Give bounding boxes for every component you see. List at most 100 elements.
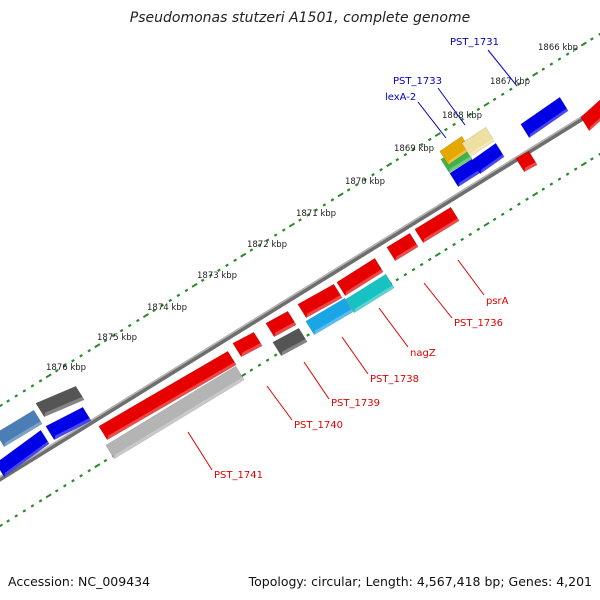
tick-mark	[379, 168, 383, 172]
tick-mark	[427, 137, 432, 142]
tick-mark	[71, 359, 75, 363]
gene-label-pst-1741[interactable]: PST_1741	[214, 470, 263, 481]
gene-label-pst-1731[interactable]: PST_1731	[450, 37, 499, 48]
tick-mark	[434, 132, 441, 137]
tick-mark	[79, 474, 83, 478]
leader-line	[187, 431, 213, 471]
gene-label-pst-1733[interactable]: PST_1733	[393, 76, 442, 87]
gene-label-lexa-2[interactable]: lexA-2	[385, 92, 416, 103]
tick-mark	[371, 173, 375, 177]
tick-mark	[403, 272, 408, 277]
tick-mark	[532, 191, 539, 197]
gene-label-nagz[interactable]: nagZ	[410, 348, 436, 359]
gene-block-small	[515, 150, 538, 173]
gene-block-small-shine	[524, 160, 539, 172]
tick-mark	[94, 463, 101, 469]
gene-block-pst-1733	[449, 158, 481, 188]
tick-mark	[337, 192, 344, 198]
ruler-label: 1866 kbp	[538, 43, 578, 53]
gene-block-left-blue2-shine	[4, 439, 51, 477]
genome-info-text: Topology: circular; Length: 4,567,418 bp…	[248, 574, 592, 589]
gene-block-lexa-2-green-shine	[449, 154, 474, 173]
tick-mark	[184, 288, 189, 293]
gene-block-pst-1740	[232, 331, 263, 358]
tick-mark	[468, 232, 473, 237]
tick-mark	[565, 172, 570, 176]
ruler-label: 1870 kbp	[345, 177, 385, 187]
tick-mark	[598, 152, 600, 156]
tick-mark	[395, 157, 400, 162]
gene-block-edge-shine	[589, 117, 600, 131]
tick-mark	[444, 247, 448, 252]
tick-mark	[580, 41, 587, 47]
tick-mark	[354, 183, 359, 187]
tick-mark	[549, 182, 554, 186]
tick-mark	[22, 509, 27, 513]
tick-mark	[14, 394, 19, 398]
tick-mark	[573, 167, 578, 171]
tick-mark	[427, 257, 432, 262]
tick-mark	[225, 263, 229, 267]
gene-block-pst-1738-shine	[306, 293, 344, 318]
tick-mark	[30, 504, 35, 508]
gene-block-nagz	[336, 257, 384, 297]
tick-mark	[483, 101, 490, 107]
outer-tick-track	[0, 32, 600, 408]
tick-mark	[298, 218, 302, 222]
gene-label-pst-1740[interactable]: PST_1740	[294, 420, 343, 431]
tick-mark	[257, 363, 262, 367]
gene-block-nagz-shadow-shine	[354, 283, 396, 313]
ruler-label: 1869 kbp	[394, 144, 434, 154]
gene-block-pst-1731-shine	[529, 106, 570, 138]
tick-mark	[532, 71, 539, 77]
gene-labels: PST_1731 PST_1733 lexA-2 psrA PST_1736 n…	[214, 37, 509, 481]
tick-mark	[500, 212, 505, 217]
tick-mark	[590, 37, 594, 41]
tick-mark	[54, 489, 59, 493]
tick-mark	[273, 233, 278, 237]
tick-mark	[249, 248, 254, 252]
leader-line	[437, 87, 466, 126]
gene-block-lexa-2-shine	[480, 152, 506, 174]
leader-line	[266, 385, 293, 421]
gene-block-left-steel-shine	[4, 419, 44, 447]
tick-mark	[87, 468, 92, 473]
gene-block-lexa-2-orange-shine	[448, 145, 472, 165]
tick-mark	[127, 323, 132, 328]
tick-mark	[111, 333, 116, 338]
tick-mark	[492, 217, 497, 222]
tick-mark	[363, 178, 367, 182]
tick-mark	[322, 203, 327, 207]
tick-mark	[265, 358, 270, 362]
gene-label-pst-1738[interactable]: PST_1738	[370, 374, 419, 385]
tick-mark	[476, 227, 481, 232]
gene-block-lexa-2-pale-shine	[470, 136, 496, 157]
tick-mark	[330, 198, 335, 202]
gene-label-pst-1739[interactable]: PST_1739	[331, 398, 380, 409]
ruler-label: 1867 kbp	[490, 77, 530, 87]
gene-block-pst-1736-shine	[395, 242, 420, 261]
map-title: Pseudomonas stutzeri A1501, complete gen…	[129, 10, 471, 26]
tick-mark	[38, 379, 43, 383]
ruler-label: 1872 kbp	[247, 240, 287, 250]
tick-mark	[419, 142, 424, 147]
tick-mark	[452, 242, 456, 247]
gene-label-pst-1736[interactable]: PST_1736	[454, 318, 503, 329]
tick-mark	[176, 293, 181, 298]
tick-mark	[508, 87, 513, 92]
leader-line	[378, 307, 409, 348]
tick-mark	[549, 62, 554, 66]
tick-mark	[557, 177, 562, 181]
tick-mark	[288, 222, 295, 228]
tick-mark	[565, 52, 570, 56]
tick-mark	[217, 268, 221, 272]
accession-text: Accession: NC_009434	[8, 574, 151, 589]
gene-block-lexa-2-pale	[461, 126, 495, 158]
tick-mark	[233, 258, 237, 262]
tick-mark	[103, 458, 108, 463]
gene-label-psra[interactable]: psrA	[486, 296, 509, 307]
tick-mark	[191, 282, 198, 288]
tick-mark	[0, 523, 4, 528]
gene-block-pst-1733-shine	[458, 168, 482, 187]
